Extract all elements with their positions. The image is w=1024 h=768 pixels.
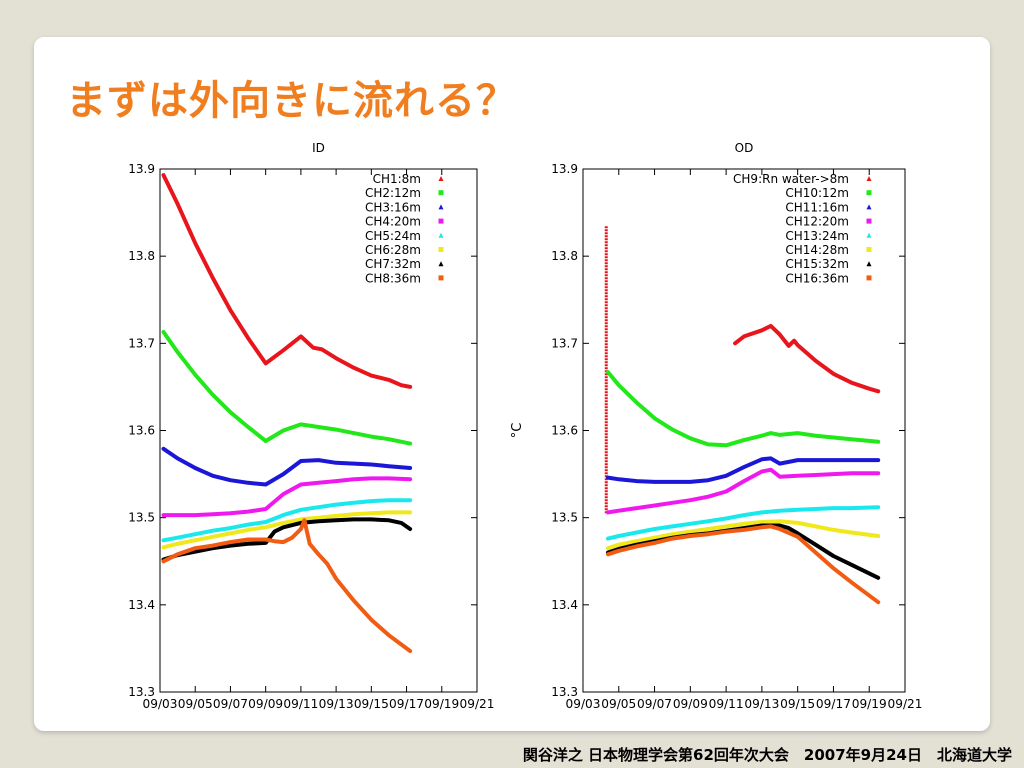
od-series-ch9-rn-water-8m [733, 323, 881, 394]
id-legend-label-ch2-12m: CH2:12m [365, 186, 421, 200]
id-legend-marker-ch2-12m [438, 190, 444, 196]
id-legend-label-ch4-20m: CH4:20m [365, 215, 421, 229]
od-legend-label-ch15-32m: CH15:32m [785, 257, 849, 271]
id-legend-marker-ch3-16m [438, 204, 444, 210]
id-legend-label-ch1-8m: CH1:8m [373, 172, 421, 186]
id-x-tick-label: 09/07 [213, 697, 248, 711]
id-x-tick-label: 09/09 [248, 697, 283, 711]
id-legend-marker-ch5-24m [438, 232, 444, 238]
id-series-ch6-28m [161, 510, 413, 550]
id-series-ch3-16m [161, 446, 413, 487]
id-x-tick-label: 09/13 [319, 697, 354, 711]
id-legend-marker-ch6-28m [438, 247, 444, 252]
id-y-tick-label: 13.5 [128, 511, 155, 525]
od-series-ch11-16m [606, 456, 881, 484]
od-legend-marker-ch12-20m [866, 218, 872, 224]
slide-title: まずは外向きに流れる？ [66, 78, 517, 124]
id-y-tick-label: 13.7 [128, 336, 155, 350]
od-legend-marker-ch16-36m [866, 275, 872, 281]
id-chart: ID 13.3 13.4 13.5 13.6 13.7 13.8 13.9 09/03 09/05… [128, 141, 494, 711]
od-series-ch10-12m [606, 370, 881, 448]
od-series-ch13-24m [606, 505, 881, 541]
od-legend-marker-ch11-16m [866, 204, 872, 210]
od-x-tick-label: 09/09 [673, 697, 708, 711]
od-y-tick-label: 13.6 [551, 424, 578, 438]
od-x-tick-label: 09/15 [780, 697, 815, 711]
od-x-tick-label: 09/19 [852, 697, 887, 711]
od-legend-marker-ch13-24m [866, 232, 872, 238]
od-chart: OD°C13.313.413.513.613.713.813.909/03 09/… [510, 141, 923, 711]
od-legend-label-ch12-20m: CH12:20m [785, 215, 849, 229]
od-legend-marker-ch9-rn-water-8m [866, 176, 872, 181]
id-x-tick-label: 09/15 [354, 697, 389, 711]
id-y-tick-label: 13.4 [128, 598, 155, 612]
id-series-ch2-12m [161, 330, 413, 446]
id-x-tick-label: 09/03 [143, 697, 178, 711]
id-y-tick-label: 13.6 [128, 424, 155, 438]
id-x-tick-label: 09/05 [178, 697, 213, 711]
id-plot-frame [159, 168, 478, 693]
id-series-ch7-32m [161, 517, 413, 562]
id-y-tick-label: 13.9 [128, 162, 155, 176]
id-legend-label-ch3-16m: CH3:16m [365, 200, 421, 214]
od-legend-marker-ch14-28m [866, 247, 872, 252]
od-legend-label-ch14-28m: CH14:28m [785, 243, 849, 257]
id-legend-marker-ch8-36m [438, 275, 444, 281]
od-series-ch14-28m [606, 519, 881, 551]
od-y-tick-label: 13.9 [551, 162, 578, 176]
id-x-tick-label: 09/21 [460, 697, 495, 711]
od-legend-label-ch10-12m: CH10:12m [785, 186, 849, 200]
id-legend-label-ch6-28m: CH6:28m [365, 243, 421, 257]
id-legend-label-ch7-32m: CH7:32m [365, 257, 421, 271]
id-y-tick-label: 13.3 [128, 685, 155, 699]
od-legend-label-ch13-24m: CH13:24m [785, 229, 849, 243]
od-x-tick-label: 09/05 [601, 697, 636, 711]
od-x-tick-label: 09/07 [637, 697, 672, 711]
od-legend-label-ch11-16m: CH11:16m [785, 200, 849, 214]
od-y-tick-label: 13.7 [551, 336, 578, 350]
od-legend-label-ch16-36m: CH16:36m [785, 271, 849, 285]
od-legend-marker-ch10-12m [866, 190, 872, 196]
od-y-tick-label: 13.5 [551, 511, 578, 525]
id-series-ch4-20m [161, 476, 413, 518]
id-x-tick-label: 09/11 [283, 697, 318, 711]
od-x-tick-label: 09/21 [888, 697, 923, 711]
id-series-ch8-36m [161, 518, 413, 653]
id-legend-marker-ch1-8m [438, 176, 444, 181]
id-legend-marker-ch7-32m [438, 261, 444, 267]
od-y-tick-label: 13.8 [551, 249, 578, 263]
od-x-tick-label: 09/13 [744, 697, 779, 711]
id-legend-label-ch5-24m: CH5:24m [365, 229, 421, 243]
od-x-tick-label: 09/11 [709, 697, 744, 711]
id-legend-label-ch8-36m: CH8:36m [365, 271, 421, 285]
od-series-ch12-20m [606, 467, 881, 515]
id-chart-title: ID [312, 141, 325, 155]
od-y-axis-label: °C [510, 423, 525, 439]
od-series-ch16-36m [606, 524, 881, 605]
od-x-tick-label: 09/17 [816, 697, 851, 711]
footer-credit: 関谷洋之 日本物理学会第62回年次大会 2007年9月24日 北海道大学 [522, 746, 1012, 764]
od-y-tick-label: 13.4 [551, 598, 578, 612]
id-series-ch1-8m [161, 173, 413, 389]
id-x-tick-label: 09/19 [424, 697, 459, 711]
od-y-tick-label: 13.3 [551, 685, 578, 699]
od-legend-marker-ch15-32m [866, 261, 872, 267]
od-legend-label-ch9-rn-water-8m: CH9:Rn water->8m [733, 172, 849, 186]
od-chart-title: OD [735, 141, 754, 155]
od-plot-frame [582, 168, 906, 693]
id-y-tick-label: 13.8 [128, 249, 155, 263]
od-x-tick-label: 09/03 [566, 697, 601, 711]
id-x-tick-label: 09/17 [389, 697, 424, 711]
id-legend-marker-ch4-20m [438, 218, 444, 224]
id-series-ch5-24m [161, 498, 413, 543]
slide-card [34, 37, 990, 731]
